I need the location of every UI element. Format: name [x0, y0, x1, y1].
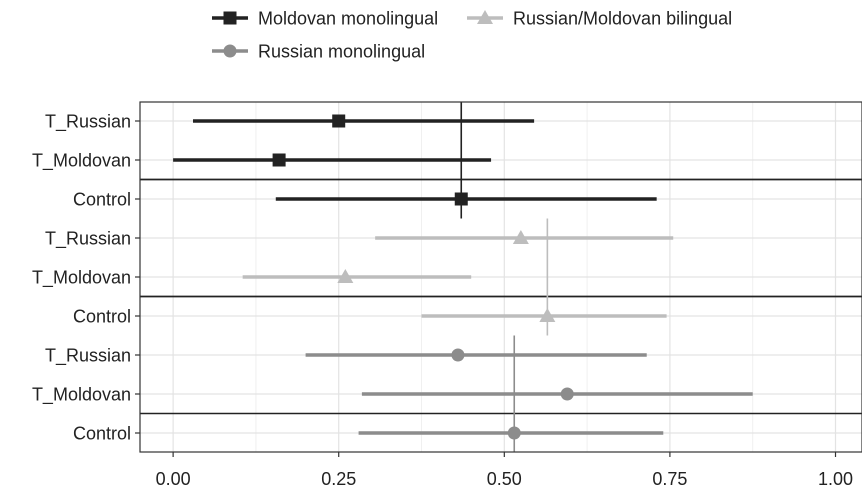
legend-key-marker — [477, 10, 493, 24]
legend-label: Russian monolingual — [258, 42, 425, 62]
y-tick-label: T_Russian — [45, 112, 131, 133]
point-estimate — [560, 387, 574, 401]
point-estimate — [512, 230, 529, 244]
legend-key-marker — [223, 44, 237, 58]
x-tick-label: 0.75 — [652, 469, 687, 489]
y-tick-label: T_Russian — [45, 229, 131, 250]
point-estimate — [337, 269, 354, 283]
x-tick-label: 1.00 — [818, 469, 853, 489]
y-tick-label: T_Moldovan — [32, 151, 131, 172]
y-tick-label: Control — [73, 190, 131, 210]
point-estimate — [454, 192, 468, 206]
x-tick-label: 0.00 — [156, 469, 191, 489]
legend-key-marker — [223, 11, 237, 25]
y-tick-label: T_Moldovan — [32, 385, 131, 406]
point-estimate — [272, 153, 286, 167]
legend-label: Moldovan monolingual — [258, 9, 438, 29]
x-tick-label: 0.25 — [321, 469, 356, 489]
point-estimate — [507, 426, 521, 440]
legend-label: Russian/Moldovan bilingual — [513, 9, 732, 29]
y-tick-label: T_Russian — [45, 346, 131, 367]
point-estimate — [332, 114, 346, 128]
y-tick-label: Control — [73, 424, 131, 444]
x-tick-label: 0.50 — [487, 469, 522, 489]
y-tick-label: T_Moldovan — [32, 268, 131, 289]
point-estimate — [451, 348, 465, 362]
y-tick-label: Control — [73, 307, 131, 327]
point-estimate — [539, 308, 556, 322]
